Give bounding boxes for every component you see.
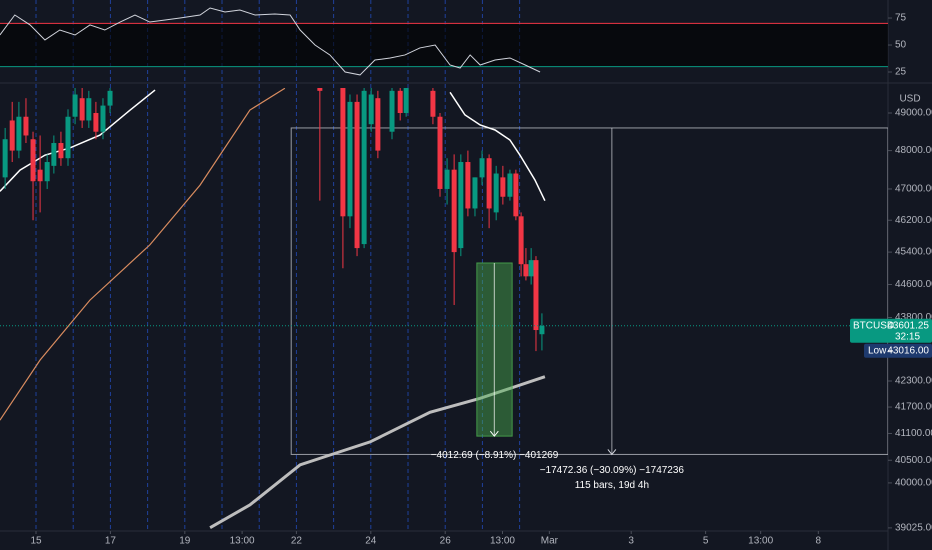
- y-tick-label: 40500.00: [895, 455, 932, 466]
- moving-average: [209, 375, 546, 529]
- candle-body: [444, 169, 450, 189]
- y-tick-label: 39025.00: [895, 523, 932, 534]
- low-box: [864, 343, 932, 358]
- candle-body: [375, 98, 381, 151]
- y-tick-label: 45400.00: [895, 247, 932, 258]
- candle-body: [523, 264, 529, 277]
- y-tick-label: 41700.00: [895, 402, 932, 413]
- candle-body: [30, 139, 36, 182]
- price-pane: [0, 88, 888, 529]
- last-price-box: [850, 318, 932, 343]
- candle-body: [86, 98, 92, 121]
- y-tick-label: 44600.00: [895, 279, 932, 290]
- candle-body: [93, 113, 99, 132]
- measure-arrowhead: [489, 430, 499, 437]
- candle-body: [451, 169, 457, 253]
- candle-body: [493, 173, 499, 213]
- rsi-tick-label: 75: [895, 13, 907, 24]
- rsi-line: [0, 7, 541, 76]
- candle-body: [16, 116, 22, 151]
- x-tick-label: 8: [816, 536, 822, 547]
- candle-body: [361, 90, 367, 245]
- low-value: 43016.00: [887, 345, 929, 356]
- candle-body: [340, 88, 346, 217]
- y-tick-label: 46200.00: [895, 215, 932, 226]
- x-tick-label: 17: [105, 536, 117, 547]
- candle-body: [458, 162, 464, 249]
- candle-body: [72, 94, 78, 117]
- x-tick-label: 13:00: [230, 536, 255, 547]
- candle-body: [389, 90, 395, 132]
- y-tick-label: 49000.00: [895, 108, 932, 119]
- candle-body: [518, 216, 524, 265]
- y-tick-label: 42300.00: [895, 376, 932, 387]
- candle-body: [539, 325, 545, 335]
- measure-label: −17472.36 (−30.09%) −1747236: [540, 465, 685, 476]
- y-tick-label: 40000.00: [895, 478, 932, 489]
- candle-body: [317, 88, 323, 91]
- x-tick-label: 15: [30, 536, 42, 547]
- candle-body: [533, 260, 539, 331]
- moving-average: [0, 88, 286, 421]
- rsi-band: [0, 23, 888, 67]
- rsi-tick-label: 50: [895, 40, 907, 51]
- candle-body: [403, 88, 409, 114]
- x-tick-label: Mar: [541, 536, 559, 547]
- candle-body: [347, 101, 353, 217]
- x-tick-label: 19: [179, 536, 191, 547]
- candle-body: [472, 177, 478, 209]
- x-tick-label: 26: [440, 536, 452, 547]
- moving-average: [449, 91, 546, 201]
- measure-label: 115 bars, 19d 4h: [575, 480, 649, 491]
- rsi-tick-label: 25: [895, 67, 907, 78]
- candle-body: [100, 105, 106, 132]
- x-tick-label: 3: [628, 536, 634, 547]
- x-tick-label: 13:00: [748, 536, 773, 547]
- candle-body: [513, 173, 519, 217]
- last-price-label: 43601.25: [887, 320, 929, 331]
- rsi-pane: [0, 7, 888, 76]
- candle-body: [58, 143, 64, 159]
- candle-body: [528, 260, 534, 277]
- candle-body: [51, 143, 57, 166]
- candle-body: [354, 101, 360, 249]
- candle-body: [23, 116, 29, 136]
- candle-body: [430, 90, 436, 117]
- candle-body: [507, 173, 513, 197]
- x-tick-label: 5: [703, 536, 709, 547]
- measure-label: −4012.69 (−8.91%) −401269: [431, 450, 559, 461]
- x-tick-label: 24: [365, 536, 377, 547]
- candle-body: [2, 139, 8, 178]
- y-tick-label: 48000.00: [895, 145, 932, 156]
- candle-body: [437, 116, 443, 189]
- y-tick-label: 41100.00: [895, 428, 932, 439]
- countdown-label: 32:15: [895, 331, 920, 342]
- y-tick-label: 43800.00: [895, 312, 932, 323]
- axes: 75 50 25 49000.00 48000.00 47000.00 46200.00 45…: [30, 13, 932, 547]
- measure-box: [290, 127, 888, 455]
- candle-body: [65, 116, 71, 159]
- x-tick-label: 22: [291, 536, 303, 547]
- measure-arrowhead: [607, 449, 617, 456]
- x-tick-label: 13:00: [490, 536, 515, 547]
- currency: USD: [899, 94, 920, 105]
- candle-body: [465, 162, 471, 209]
- y-tick-label: 47000.00: [895, 184, 932, 195]
- candle-body: [37, 169, 43, 182]
- candle-body: [479, 158, 485, 178]
- candle-body: [397, 90, 403, 114]
- symbol-label: BTCUSD: [853, 320, 894, 331]
- low-label: Low: [868, 345, 887, 356]
- candle-body: [500, 177, 506, 197]
- candle-body: [107, 90, 113, 106]
- candle-body: [486, 158, 492, 209]
- candle-body: [9, 120, 15, 151]
- candle-body: [79, 98, 85, 121]
- candle-body: [44, 162, 50, 182]
- candle-body: [368, 94, 374, 125]
